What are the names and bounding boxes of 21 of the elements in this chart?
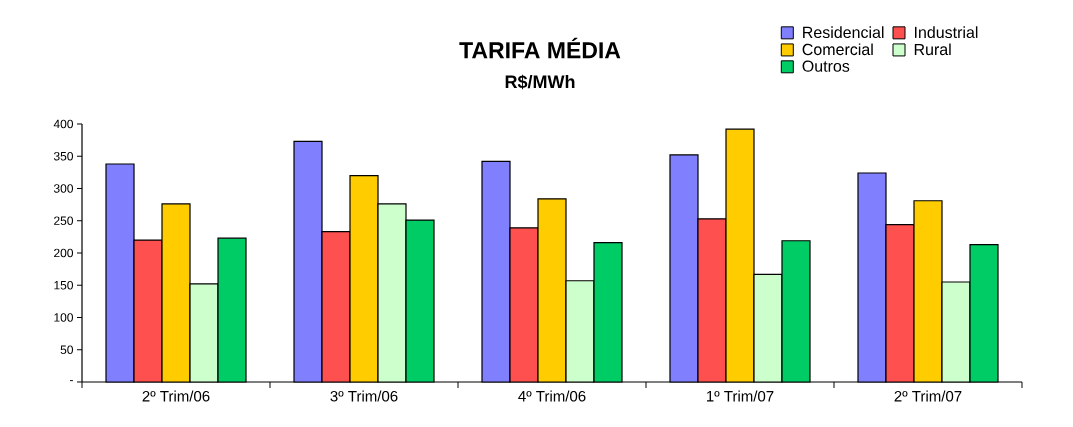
chart-title: TARIFA MÉDIA bbox=[459, 37, 621, 59]
legend-label: Rural bbox=[914, 43, 951, 56]
legend-label: Outros bbox=[802, 60, 850, 72]
y-tick-label: 350 bbox=[53, 152, 74, 161]
legend-label: Comercial bbox=[802, 43, 873, 56]
x-tick-label: 3º Trim/06 bbox=[330, 390, 398, 402]
y-tick-label: 200 bbox=[54, 248, 74, 258]
y-tick-label: 50 bbox=[60, 345, 74, 354]
y-tick-label: 100 bbox=[54, 313, 74, 322]
x-tick-label: 2º Trim/07 bbox=[894, 390, 962, 402]
x-tick-label: 1º Trim/07 bbox=[707, 390, 774, 402]
legend-label: Industrial bbox=[914, 26, 978, 39]
x-tick-label: 4º Trim/06 bbox=[518, 390, 586, 402]
y-tick-label: 300 bbox=[53, 184, 74, 193]
y-tick-label: 150 bbox=[54, 280, 74, 290]
y-tick-label: 400 bbox=[53, 119, 74, 129]
chart-subtitle: R$/MWh bbox=[505, 74, 575, 90]
y-tick-label: 250 bbox=[54, 216, 74, 225]
y-tick-label: - bbox=[70, 380, 73, 382]
legend-label: Residencial bbox=[803, 26, 884, 39]
x-tick-label: 2º Trim/06 bbox=[142, 390, 210, 402]
